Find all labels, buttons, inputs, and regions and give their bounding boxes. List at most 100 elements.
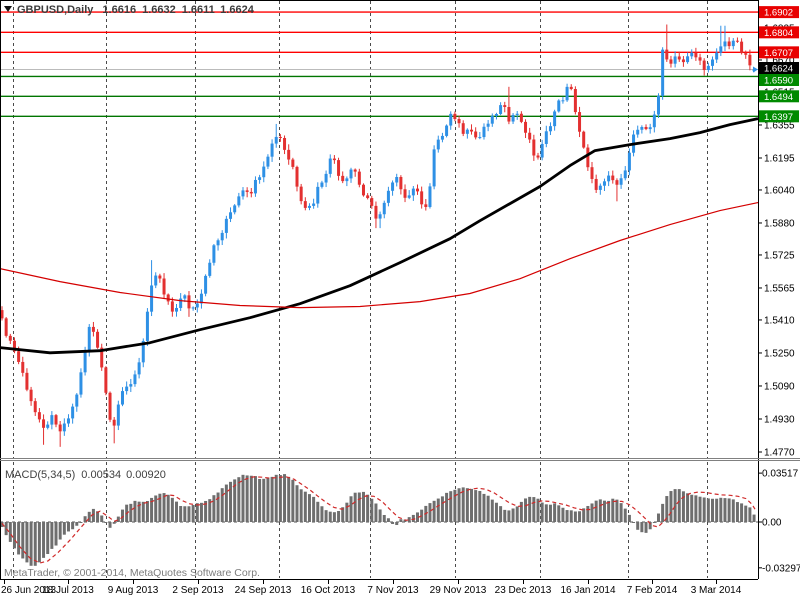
candle-body	[224, 218, 228, 233]
price-badges: 1.6902 1.6804 1.6707 1.6590 1.6494 1.6397 1.66…	[753, 6, 799, 123]
candle-body	[735, 40, 739, 42]
candle-body	[416, 188, 419, 192]
macd-histogram-bar	[457, 488, 461, 522]
candle-body	[50, 415, 54, 425]
macd-histogram-bar	[382, 514, 386, 522]
candle-body	[291, 159, 295, 167]
fast-ma-line[interactable]	[0, 202, 759, 309]
title-dropdown-arrow-icon[interactable]	[4, 6, 12, 12]
macd-histogram-bar	[470, 488, 474, 522]
candle-body	[453, 113, 457, 120]
candle-body	[399, 176, 403, 190]
candle-body	[4, 318, 8, 336]
candle-body	[731, 40, 735, 47]
macd-histogram-bar	[145, 501, 149, 522]
macd-histogram-bar	[274, 474, 278, 522]
candle-body	[299, 186, 303, 202]
macd-histogram-bar	[540, 502, 544, 522]
candle-body	[636, 129, 640, 135]
price-tick-label: 1.5250	[764, 348, 795, 359]
macd-histogram-bar	[548, 504, 552, 522]
candle-body	[46, 424, 50, 428]
candle-body	[258, 177, 262, 180]
macd-histogram-bar	[553, 503, 557, 522]
date-tick-label: 2 Sep 2013	[172, 585, 224, 596]
slow-ma-line[interactable]	[0, 117, 759, 355]
candle-body	[328, 158, 332, 174]
macd-histogram-bar	[278, 475, 282, 522]
macd-histogram-bar	[636, 522, 640, 530]
candle-body	[420, 191, 424, 205]
macd-histogram-bar	[87, 511, 91, 522]
price-badge-label: 1.6804	[764, 28, 793, 39]
price-tick-label: 1.5410	[764, 315, 795, 326]
macd-histogram-bar	[295, 485, 299, 522]
macd-histogram-bar	[640, 522, 644, 533]
price-tick-label: 1.4770	[764, 448, 795, 459]
candle-body	[233, 205, 237, 213]
candle-body	[83, 351, 87, 373]
candle-body	[540, 143, 544, 158]
candle-body	[548, 126, 552, 132]
title-high-value: 1.6632	[142, 4, 176, 16]
price-badge-support	[759, 90, 799, 103]
macd-histogram-bar	[561, 507, 565, 522]
macd-histogram-bar	[361, 491, 365, 522]
candle-body	[249, 191, 253, 194]
candle-body	[565, 86, 569, 101]
chart-title: GBPUSD,Daily 1.6616 1.6632 1.6611 1.6624	[17, 4, 255, 16]
time-axis-area[interactable]	[0, 579, 758, 600]
candle-body	[748, 54, 752, 66]
macd-histogram-bar	[324, 510, 328, 522]
macd-histogram-bar	[245, 475, 249, 522]
candle-body	[220, 232, 224, 241]
title-symbol: GBPUSD,Daily	[17, 4, 94, 16]
candle-body	[91, 326, 95, 332]
macd-histogram-bar	[4, 522, 8, 536]
macd-histogram-bar	[607, 500, 611, 522]
candle-body	[307, 205, 311, 208]
candle-body	[449, 113, 453, 126]
candle-body	[195, 303, 199, 308]
candle-body	[544, 131, 548, 144]
macd-histogram-bar	[58, 522, 62, 540]
macd-histogram-bar	[328, 511, 332, 522]
candle-body	[395, 176, 399, 183]
macd-histogram-bar	[740, 503, 744, 522]
macd-histogram-bar	[54, 522, 58, 546]
candle-body	[324, 173, 328, 183]
price-tick-label: 1.6195	[764, 153, 795, 164]
macd-histogram-bar	[436, 498, 440, 522]
macd-histogram-bar	[715, 498, 719, 522]
macd-histogram-bar	[731, 499, 735, 522]
main-chart-pane[interactable]	[0, 0, 758, 458]
macd-histogram-bar	[490, 499, 494, 522]
macd-histogram-bar	[337, 511, 341, 522]
price-tick-label: 1.6040	[764, 185, 795, 196]
candle-body	[378, 214, 382, 219]
macd-histogram-bar	[615, 499, 619, 522]
candle-body	[727, 41, 731, 47]
candle-body	[715, 52, 719, 60]
macd-histogram-bar	[133, 500, 137, 522]
candle-body	[341, 175, 345, 182]
candle-body	[108, 392, 112, 420]
candle-body	[586, 147, 590, 168]
macd-histogram-bar	[357, 492, 361, 522]
candle-body	[87, 326, 91, 352]
macd-histogram-bar	[752, 514, 756, 522]
candlestick-series[interactable]	[0, 24, 756, 447]
macd-histogram-bar	[727, 498, 731, 522]
macd-histogram-bar	[644, 522, 648, 533]
macd-histogram-bar	[162, 493, 166, 522]
macd-histogram-bar	[224, 484, 228, 522]
candle-body	[665, 49, 669, 60]
macd-histogram-bar	[25, 522, 29, 563]
candle-body	[154, 275, 158, 286]
macd-histogram-bar	[353, 492, 357, 522]
candle-body	[191, 307, 195, 309]
chart-frame	[0, 0, 800, 580]
macd-histogram-bar	[669, 491, 673, 522]
